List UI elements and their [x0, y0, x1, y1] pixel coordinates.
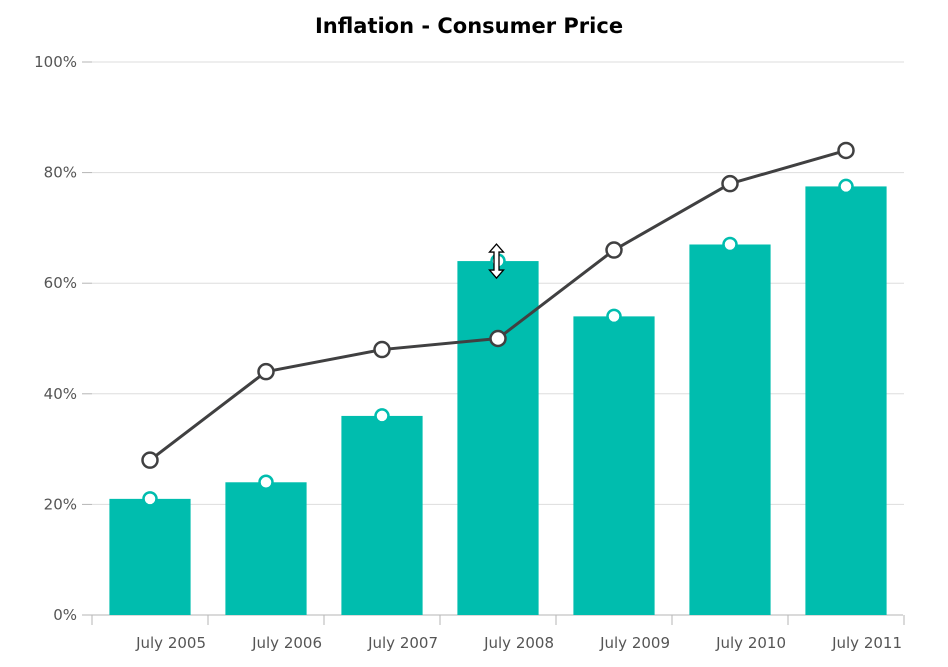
y-tick-label: 0% [53, 606, 77, 624]
x-tick-label: July 2006 [251, 634, 322, 652]
bar-marker [258, 474, 274, 491]
y-tick-label: 20% [44, 495, 77, 513]
bar-marker [722, 236, 738, 253]
bar [689, 244, 771, 616]
line-marker [489, 329, 507, 348]
line-marker [141, 451, 159, 469]
x-tick-label: July 2005 [135, 634, 206, 652]
x-tick-label: July 2011 [831, 634, 902, 652]
y-tick-label: 80% [44, 164, 77, 182]
bar [341, 415, 423, 615]
bar-marker [374, 408, 390, 424]
line-marker [605, 241, 623, 259]
bar [805, 186, 887, 616]
x-tick-label: July 2008 [483, 634, 554, 652]
line-marker [373, 340, 391, 359]
bar-marker [142, 491, 158, 507]
bar [457, 261, 539, 615]
x-tick-label: July 2009 [599, 634, 670, 652]
x-axis: July 2005 July 2006 July 2007 July 2008 July… [91, 614, 905, 652]
bar [109, 498, 191, 615]
bar-marker [838, 178, 854, 195]
line-marker [721, 174, 739, 193]
line-marker [257, 362, 275, 381]
y-tick-label: 60% [44, 274, 77, 292]
bar [573, 316, 655, 615]
bar [225, 482, 307, 615]
line-series [141, 141, 855, 469]
x-tick-label: July 2010 [715, 634, 786, 652]
resize-vertical-cursor-icon [488, 243, 505, 280]
line-marker [837, 141, 855, 160]
column-series [109, 178, 887, 616]
bar-marker [606, 308, 622, 325]
x-tick-label: July 2007 [367, 634, 438, 652]
y-tick-label: 40% [44, 385, 77, 403]
chart-title: Inflation - Consumer Price [315, 14, 623, 38]
resize-vertical-cursor-icon [488, 243, 505, 280]
y-tick-label: 100% [34, 53, 77, 71]
y-axis: 0% 20% 40% 60% 80% 100% [34, 53, 92, 624]
